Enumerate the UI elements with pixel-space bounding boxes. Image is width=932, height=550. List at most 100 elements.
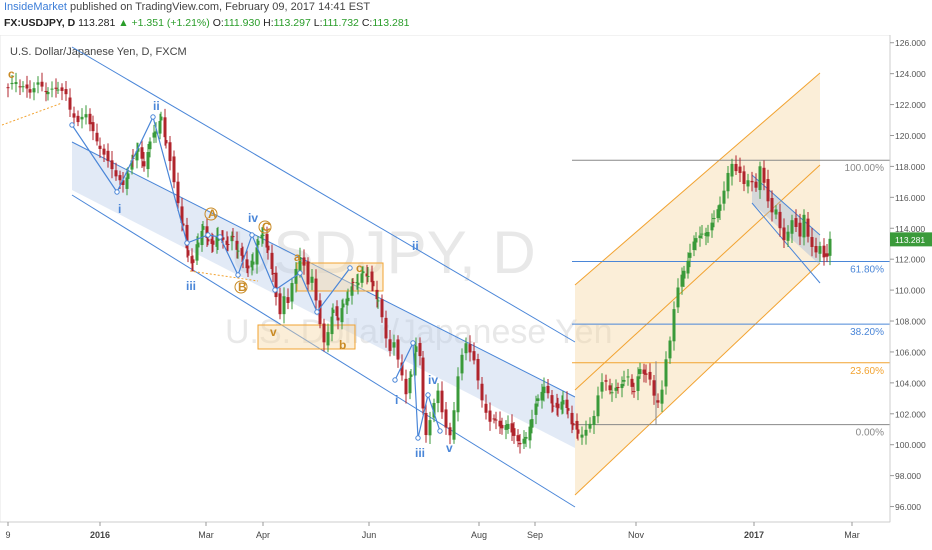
candle-body <box>260 234 264 239</box>
candle-body <box>215 236 219 247</box>
candle-body <box>345 298 349 305</box>
candle-body <box>76 115 80 123</box>
wave-node <box>249 232 255 238</box>
candle-body <box>68 97 72 110</box>
candle-body <box>380 299 384 318</box>
candle-body <box>706 232 710 237</box>
candle-body <box>694 238 698 243</box>
candle-body <box>676 287 680 308</box>
candle-body <box>432 402 436 418</box>
candle-body <box>181 223 185 226</box>
high-label: H: <box>263 17 274 29</box>
candle-body <box>802 214 806 238</box>
candle-body <box>318 300 322 325</box>
candle-body <box>692 241 696 251</box>
candle-body <box>444 409 448 428</box>
candle-body <box>40 81 44 87</box>
wave-node <box>150 114 156 120</box>
candle-body <box>148 141 152 150</box>
dotted-trend <box>1 102 63 126</box>
candle-body <box>251 261 255 265</box>
candle-body <box>730 163 734 177</box>
candle-body <box>340 308 344 323</box>
candle-body <box>180 206 184 223</box>
candle-body <box>286 297 290 303</box>
candle-body <box>185 224 189 249</box>
candle-body <box>226 243 230 245</box>
wave-label: iv <box>428 373 438 387</box>
candle-body <box>464 343 468 354</box>
candle-body <box>274 272 278 298</box>
candle-body <box>91 122 95 132</box>
candle-body <box>492 418 496 420</box>
candle-body <box>814 245 818 253</box>
candle-body <box>614 387 618 391</box>
candle-body <box>46 91 50 95</box>
publish-header: InsideMarket published on TradingView.co… <box>4 1 370 13</box>
candle-body <box>620 383 624 389</box>
candle-body <box>360 273 364 283</box>
candle-body <box>828 238 832 256</box>
candle-body <box>230 235 234 242</box>
wave-node <box>235 272 241 278</box>
candle-body <box>540 391 544 401</box>
candle-body <box>421 357 425 409</box>
candle-body <box>565 399 569 408</box>
y-tick-label: 122.000 <box>895 100 926 110</box>
candle-body <box>351 281 355 283</box>
author-link[interactable]: InsideMarket <box>4 1 67 13</box>
candle-body <box>754 181 758 188</box>
wave-label: v <box>270 325 277 339</box>
candle-body <box>271 273 275 275</box>
candle-body <box>570 412 574 425</box>
wave-node <box>297 270 303 276</box>
candle-body <box>201 226 205 230</box>
candle-body <box>424 412 428 436</box>
candle-body <box>722 190 726 204</box>
y-tick-label: 116.000 <box>895 193 925 203</box>
candle-body <box>306 261 310 285</box>
candle-body <box>680 274 684 287</box>
candle-body <box>710 222 714 231</box>
candle-body <box>388 339 392 351</box>
candle-body <box>84 114 88 118</box>
wedge-lower <box>751 202 821 284</box>
candle-body <box>480 383 484 401</box>
candle-body <box>668 340 672 359</box>
candle-body <box>672 309 676 342</box>
candle-body <box>135 151 139 161</box>
candle-body <box>528 426 532 441</box>
candle-body <box>102 148 106 155</box>
candle-body <box>355 282 359 284</box>
candle-body <box>738 166 742 173</box>
candle-body <box>370 271 374 283</box>
candle-body <box>282 296 286 315</box>
candle-body <box>400 362 404 376</box>
candle-body <box>110 160 114 170</box>
candle-body <box>766 179 770 202</box>
candle-body <box>136 148 140 152</box>
candle-body <box>236 250 240 252</box>
wave-label: i <box>395 393 398 407</box>
candle-body <box>500 424 504 429</box>
candle-body <box>825 253 829 257</box>
candle-body <box>742 171 746 184</box>
price-chart[interactable]: U.S. Dollar/Japanese Yen, D, FXCM USDJPY… <box>0 35 932 550</box>
wave-label: C <box>262 220 271 234</box>
pitchfork-upper <box>574 72 821 286</box>
candle-body <box>758 166 762 191</box>
candle-body <box>142 161 146 167</box>
candle-body <box>335 306 339 316</box>
y-tick-label: 102.000 <box>895 409 926 419</box>
candle-body <box>596 395 600 417</box>
candle-body <box>261 234 265 236</box>
candle-body <box>186 250 190 256</box>
candle-body <box>510 423 514 433</box>
candle-body <box>698 235 702 239</box>
y-tick-label: 120.000 <box>895 131 926 141</box>
open-value: 111.930 <box>223 17 261 29</box>
candle-body <box>21 86 25 88</box>
candle-body <box>648 371 652 380</box>
candle-body <box>644 373 648 375</box>
candle-body <box>762 167 766 183</box>
